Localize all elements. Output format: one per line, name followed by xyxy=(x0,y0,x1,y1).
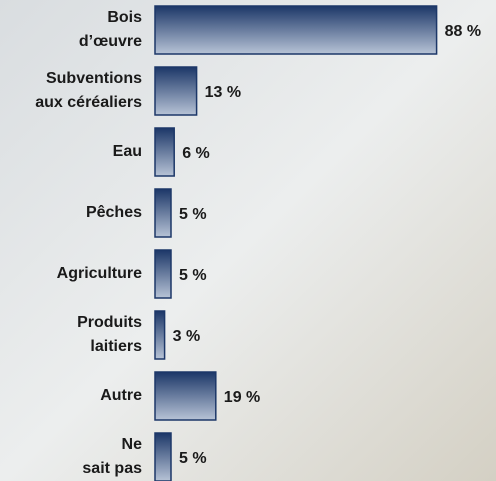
value-label: 5 % xyxy=(179,267,207,284)
value-label: 3 % xyxy=(173,328,201,345)
category-label: Pêches xyxy=(86,204,142,221)
bar xyxy=(154,371,217,421)
bar xyxy=(154,310,166,360)
value-label: 13 % xyxy=(205,84,241,101)
value-label: 5 % xyxy=(179,206,207,223)
category-label: Produits laitiers xyxy=(77,314,142,355)
bar xyxy=(154,249,172,299)
category-label: Ne sait pas xyxy=(82,436,142,477)
bar xyxy=(154,5,438,55)
category-label: Eau xyxy=(113,143,142,160)
bar xyxy=(154,127,175,177)
bar xyxy=(154,432,172,481)
value-label: 6 % xyxy=(182,145,210,162)
category-label: Bois d’œuvre xyxy=(79,9,142,50)
category-label: Agriculture xyxy=(57,265,142,282)
bar xyxy=(154,66,198,116)
category-label: Subventions aux céréaliers xyxy=(35,70,142,111)
category-label: Autre xyxy=(100,387,142,404)
value-label: 19 % xyxy=(224,389,260,406)
value-label: 88 % xyxy=(445,23,481,40)
value-label: 5 % xyxy=(179,450,207,467)
bar xyxy=(154,188,172,238)
